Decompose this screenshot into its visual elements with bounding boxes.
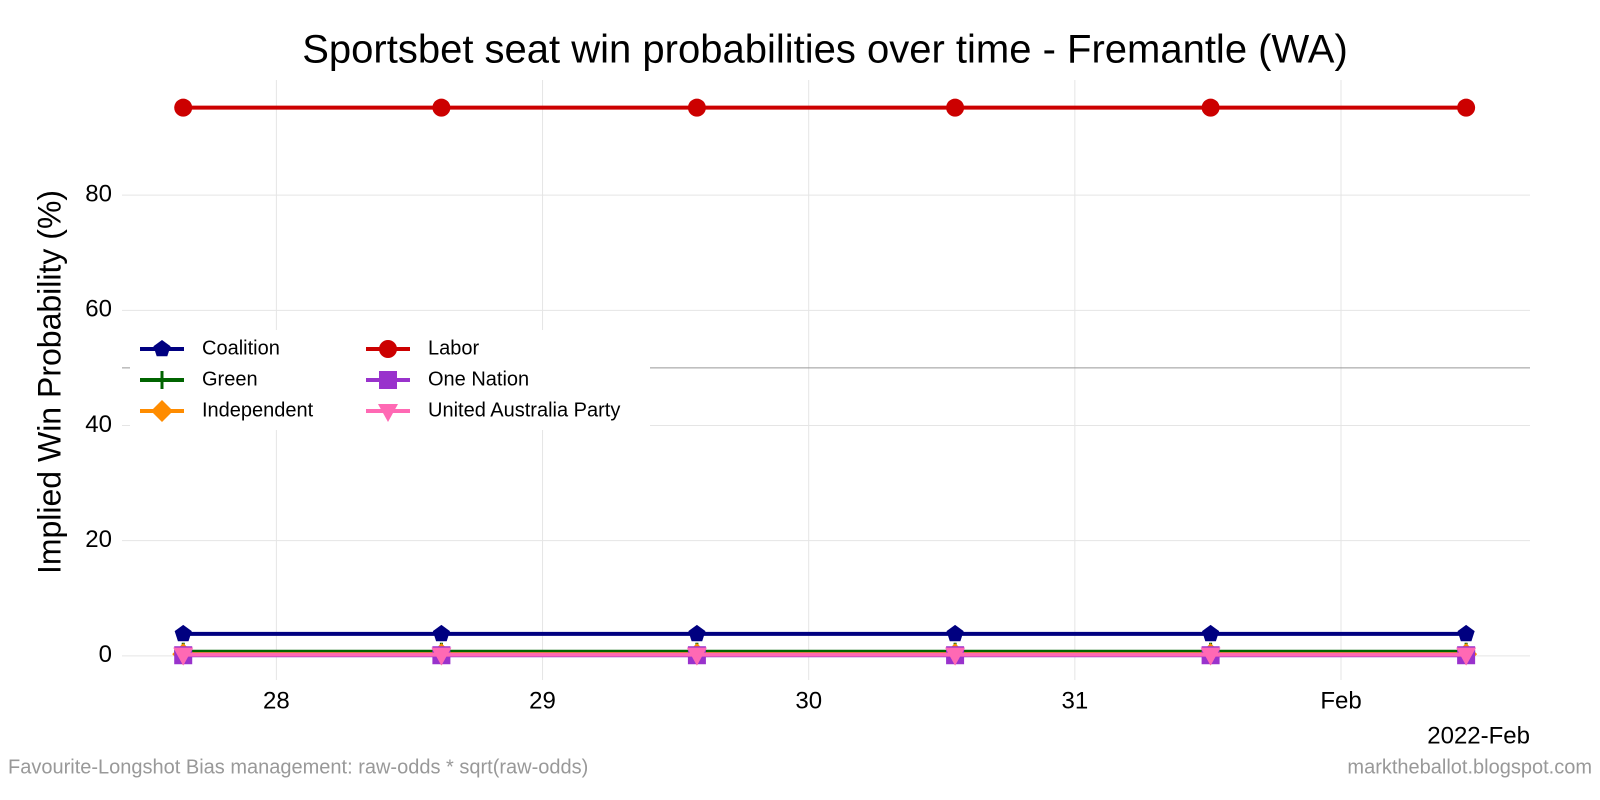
marker (946, 98, 965, 117)
footnote: marktheballot.blogspot.com (1347, 756, 1592, 778)
marker (378, 404, 398, 422)
legend-label: Green (202, 368, 258, 390)
marker (151, 400, 173, 422)
marker (687, 98, 706, 117)
x-tick-label: 31 (1062, 687, 1089, 714)
x-tick-label: Feb (1320, 687, 1361, 714)
y-tick-label: 60 (85, 296, 112, 323)
legend-label: Coalition (202, 337, 280, 359)
chart-title: Sportsbet seat win probabilities over ti… (302, 28, 1348, 72)
x-tick-label: 29 (529, 687, 556, 714)
y-tick-label: 0 (99, 641, 112, 668)
y-tick-label: 40 (85, 411, 112, 438)
y-tick-label: 20 (85, 526, 112, 553)
marker (174, 624, 192, 642)
y-axis-label: Implied Win Probability (%) (31, 190, 67, 574)
marker (173, 647, 194, 666)
marker (688, 624, 706, 642)
legend-label: United Australia Party (428, 399, 620, 421)
marker (1202, 624, 1220, 642)
y-tick-label: 80 (85, 181, 112, 208)
marker (432, 624, 450, 642)
legend-label: Labor (428, 337, 479, 359)
marker (432, 98, 451, 117)
marker (1456, 647, 1477, 666)
marker (1200, 647, 1221, 666)
x-tick-label: 30 (795, 687, 822, 714)
marker (945, 647, 966, 666)
marker (153, 371, 171, 389)
marker (431, 647, 452, 666)
marker (1201, 98, 1220, 117)
legend-label: One Nation (428, 368, 529, 390)
marker (1457, 624, 1475, 642)
footnote: Favourite-Longshot Bias management: raw-… (8, 756, 588, 778)
marker (379, 371, 397, 389)
marker (946, 624, 964, 642)
marker (174, 98, 193, 117)
marker (686, 647, 707, 666)
x-axis-caption: 2022-Feb (1427, 722, 1530, 749)
legend-label: Independent (202, 399, 314, 421)
marker (153, 340, 171, 357)
marker (379, 340, 397, 358)
marker (1457, 98, 1476, 117)
x-tick-label: 28 (263, 687, 290, 714)
